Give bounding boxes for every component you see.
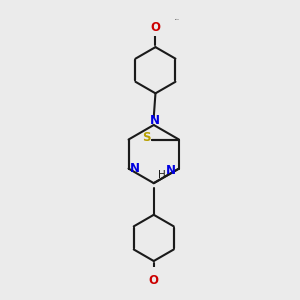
Text: H: H (158, 170, 166, 181)
Text: O: O (151, 21, 160, 34)
Text: N: N (150, 114, 160, 127)
Text: N: N (130, 162, 140, 175)
Text: methyl: methyl (174, 19, 179, 20)
Text: S: S (142, 131, 151, 144)
Text: O: O (149, 274, 159, 287)
Text: N: N (165, 164, 176, 177)
